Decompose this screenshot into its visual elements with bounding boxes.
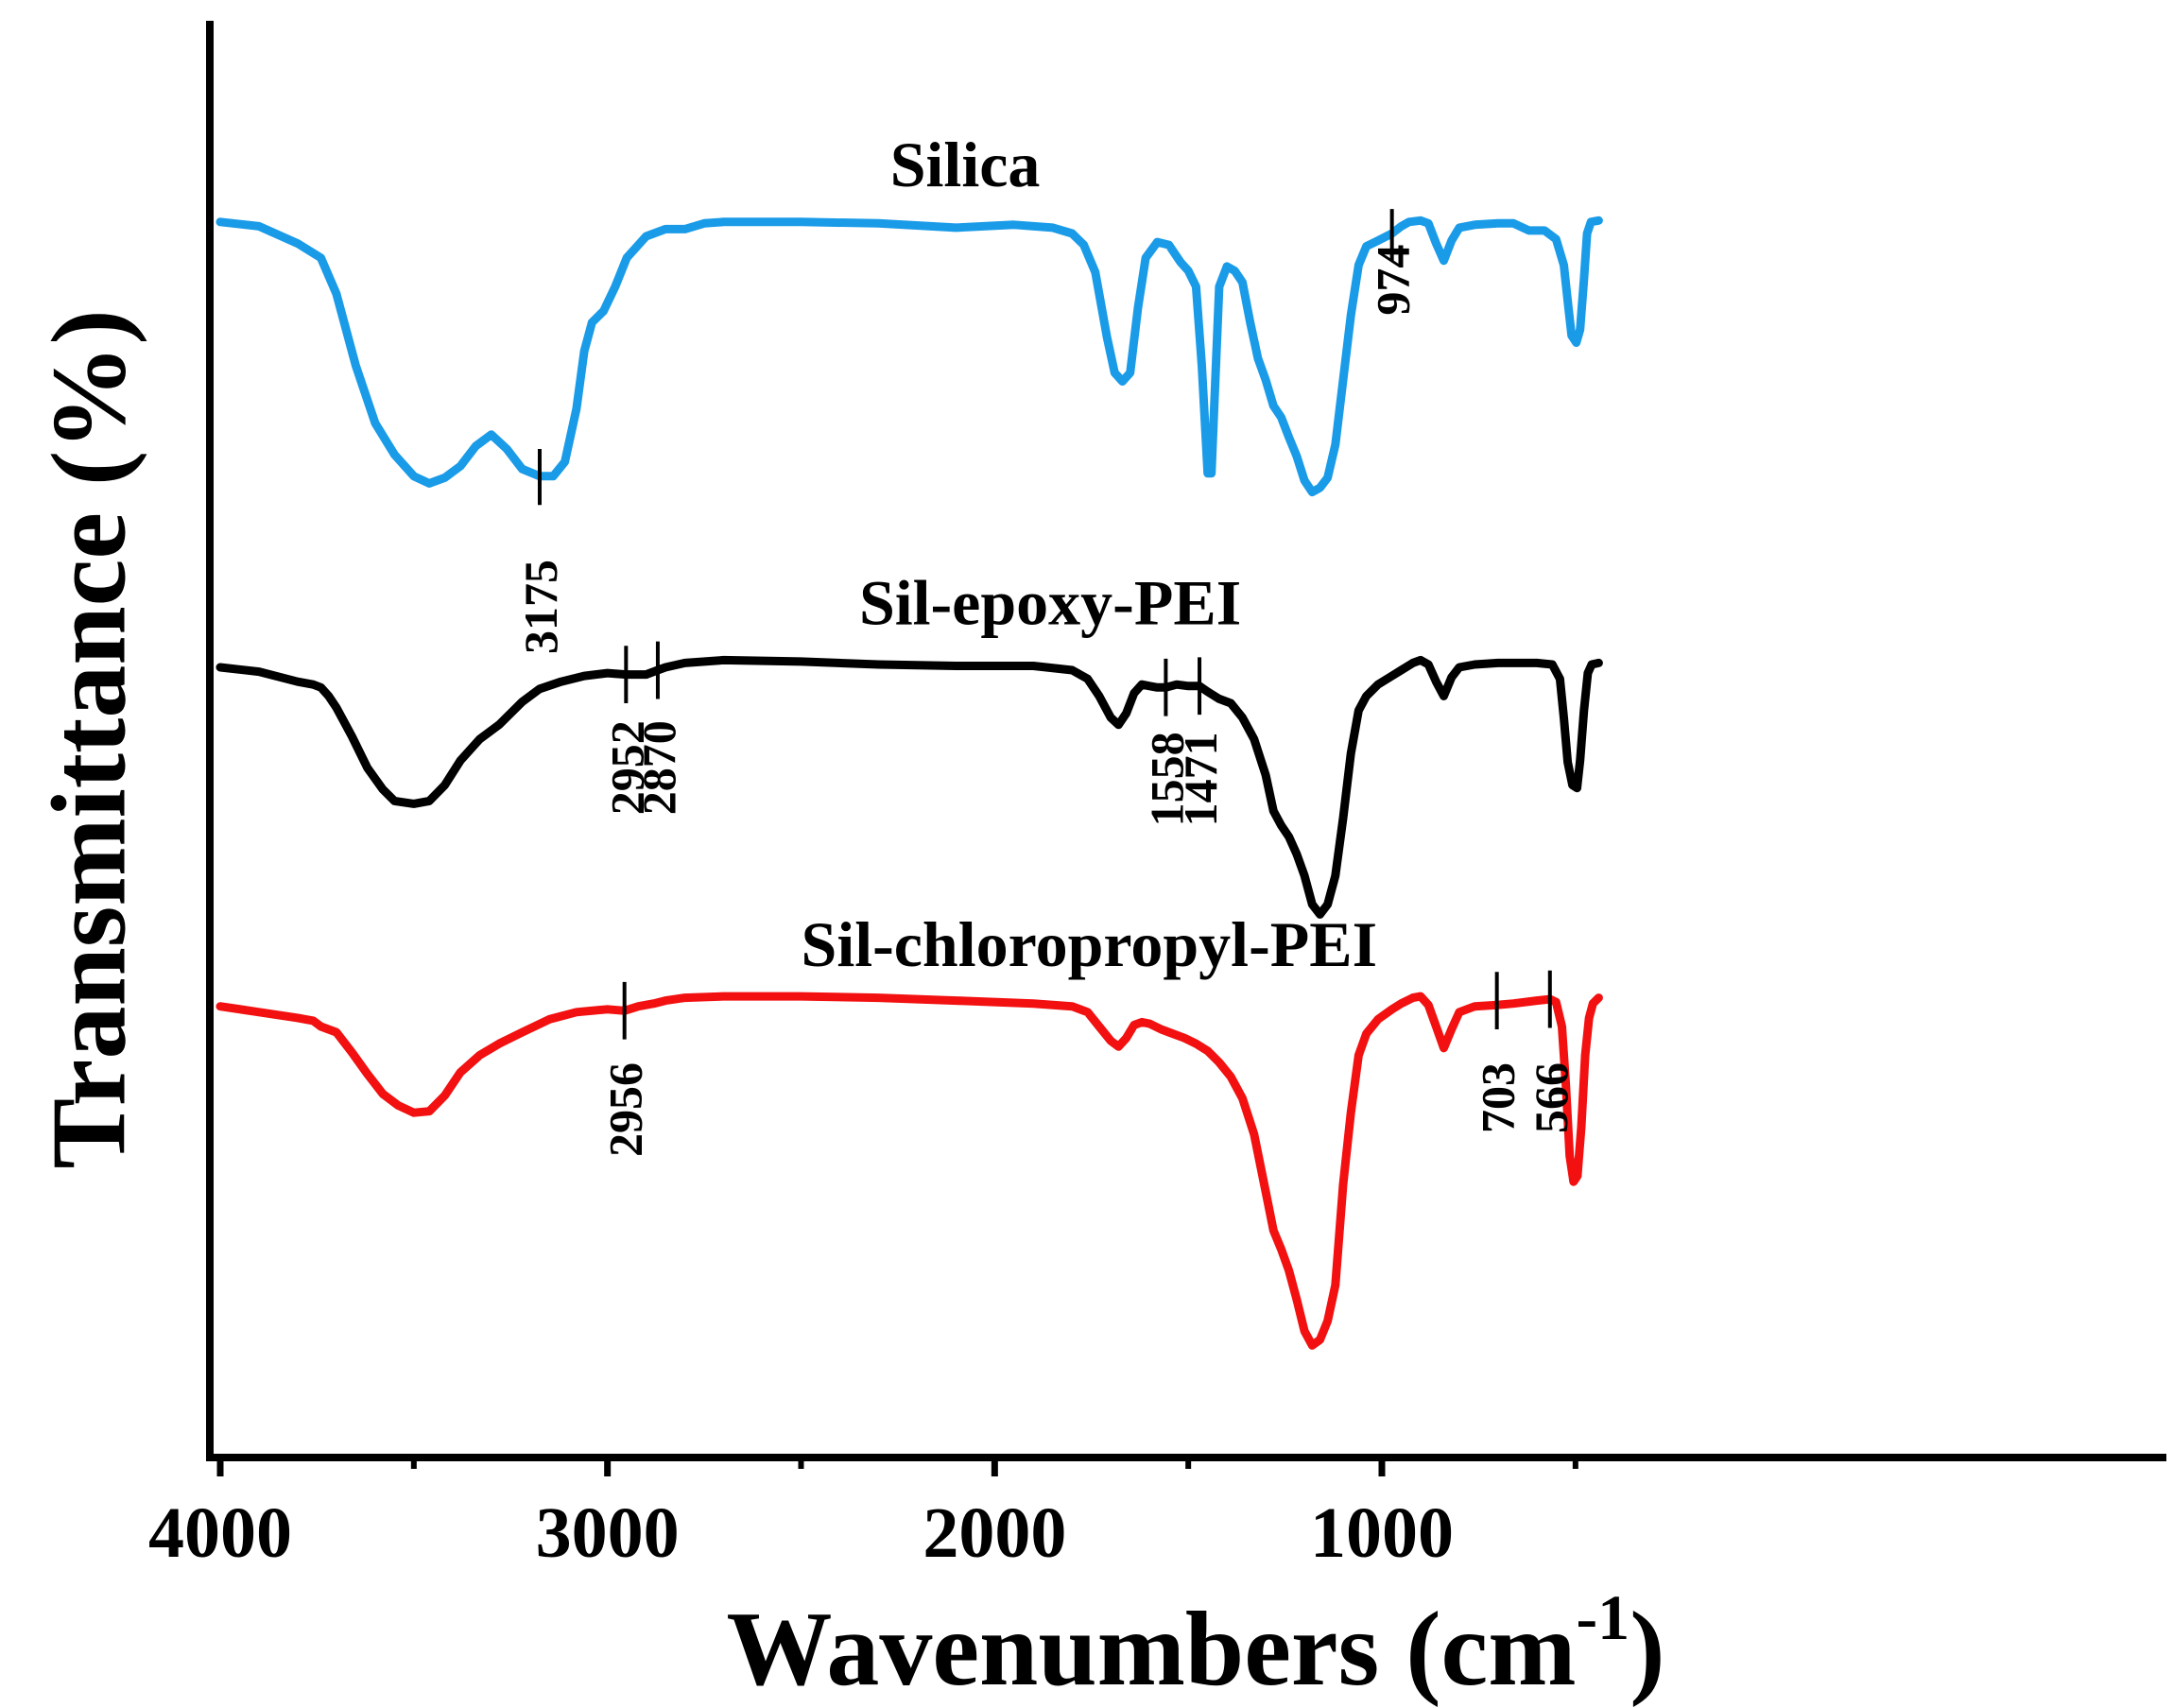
series-label-sil-epoxy-pei: Sil-epoxy-PEI xyxy=(859,566,1241,638)
peak-label-2870: 2870 xyxy=(632,720,685,815)
peak-label-1558: 1558 xyxy=(1140,732,1193,826)
x-axis-title: Wavenumbers (cm-1) xyxy=(727,1581,1665,1708)
peak-label-566: 566 xyxy=(1525,1062,1578,1133)
series-layer xyxy=(216,216,1603,1350)
peak-label-974: 974 xyxy=(1367,245,1420,316)
x-axis-title-superscript: -1 xyxy=(1577,1581,1630,1653)
series-label-sil-chloropropyl-pei: Sil-chloropropyl-PEI xyxy=(802,908,1378,980)
x-tick-label-4000: 4000 xyxy=(148,1493,292,1573)
x-axis-title-suffix: ) xyxy=(1630,1591,1664,1708)
x-axis-ticks xyxy=(216,1458,1578,1476)
series-labels: Silica Sil-epoxy-PEI Sil-chloropropyl-PEI xyxy=(802,129,1378,980)
series-line-sil-epoxy-pei xyxy=(216,655,1603,919)
x-tick-label-2000: 2000 xyxy=(923,1493,1066,1573)
series-line-sil-chloropropyl-pei xyxy=(216,992,1603,1350)
peak-label-2956: 2956 xyxy=(599,1062,652,1157)
x-tick-label-3000: 3000 xyxy=(536,1493,680,1573)
x-axis-tick-labels: 4000 3000 2000 1000 xyxy=(148,1493,1454,1573)
peak-label-2952: 2952 xyxy=(600,720,653,815)
series-label-silica: Silica xyxy=(890,129,1041,200)
series-line-silica xyxy=(216,216,1603,497)
peak-label-703: 703 xyxy=(1472,1062,1525,1133)
y-axis-title: Transmittance (%) xyxy=(31,309,148,1168)
x-axis-title-main: Wavenumbers (cm xyxy=(727,1591,1577,1708)
x-tick-label-1000: 1000 xyxy=(1310,1493,1454,1573)
peak-label-3175: 3175 xyxy=(514,560,567,654)
peak-label-1471: 1471 xyxy=(1174,732,1227,826)
